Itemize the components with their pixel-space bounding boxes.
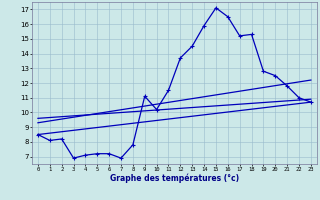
X-axis label: Graphe des températures (°c): Graphe des températures (°c) [110,173,239,183]
